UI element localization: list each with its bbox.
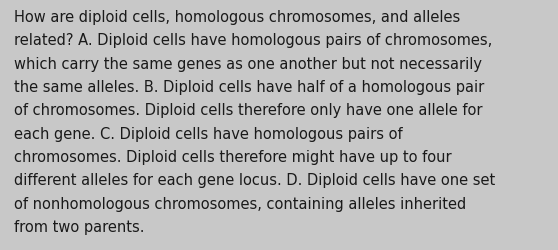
Text: the same alleles. B. Diploid cells have half of a homologous pair: the same alleles. B. Diploid cells have … (14, 80, 484, 95)
Text: related? A. Diploid cells have homologous pairs of chromosomes,: related? A. Diploid cells have homologou… (14, 33, 492, 48)
Text: different alleles for each gene locus. D. Diploid cells have one set: different alleles for each gene locus. D… (14, 173, 495, 188)
Text: each gene. C. Diploid cells have homologous pairs of: each gene. C. Diploid cells have homolog… (14, 126, 402, 141)
Text: which carry the same genes as one another but not necessarily: which carry the same genes as one anothe… (14, 56, 482, 72)
Text: of chromosomes. Diploid cells therefore only have one allele for: of chromosomes. Diploid cells therefore … (14, 103, 483, 118)
Text: chromosomes. Diploid cells therefore might have up to four: chromosomes. Diploid cells therefore mig… (14, 150, 451, 164)
Text: from two parents.: from two parents. (14, 219, 145, 234)
Text: of nonhomologous chromosomes, containing alleles inherited: of nonhomologous chromosomes, containing… (14, 196, 466, 211)
Text: How are diploid cells, homologous chromosomes, and alleles: How are diploid cells, homologous chromo… (14, 10, 460, 25)
